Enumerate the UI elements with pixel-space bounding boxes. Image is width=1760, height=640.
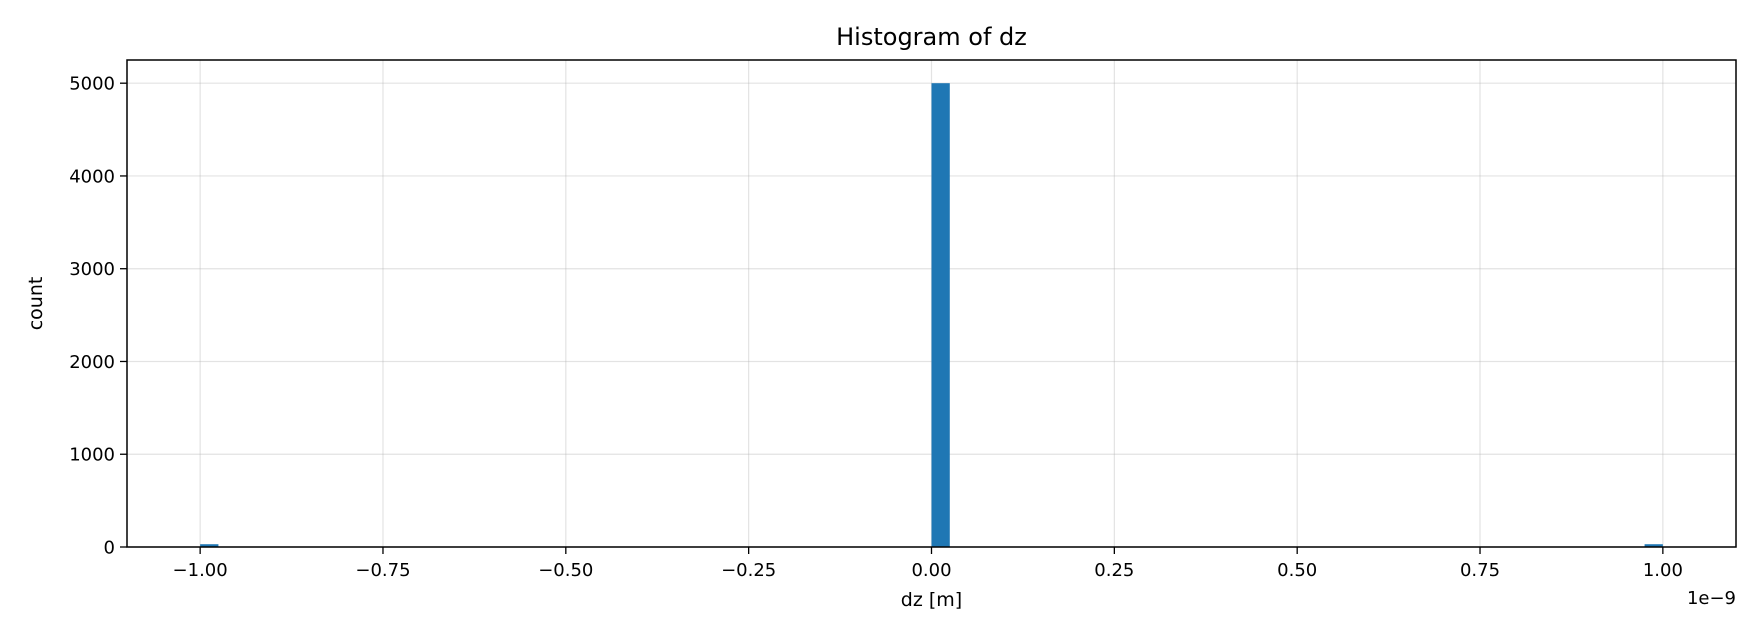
x-axis-label: dz [m] (901, 589, 962, 611)
x-tick-label: 0.25 (1094, 560, 1134, 581)
chart-title: Histogram of dz (836, 23, 1027, 51)
x-tick-label: 0.00 (911, 560, 951, 581)
x-tick-label: −0.50 (538, 560, 593, 581)
y-tick-label: 0 (104, 538, 115, 559)
x-axis-ticks: −1.00 −0.75 −0.50 −0.25 0.00 0.25 0.50 0.75 1.00 (173, 547, 1683, 581)
y-tick-label: 5000 (69, 74, 115, 95)
histogram-bar (931, 83, 950, 547)
x-tick-label: 0.75 (1460, 560, 1500, 581)
x-tick-label: −0.75 (355, 560, 410, 581)
y-tick-label: 1000 (69, 445, 115, 466)
histogram-bar (200, 544, 219, 547)
y-axis-label: count (25, 277, 47, 331)
y-axis-ticks: 0 1000 2000 3000 4000 5000 (69, 74, 127, 559)
y-tick-label: 2000 (69, 352, 115, 373)
x-tick-label: −0.25 (721, 560, 776, 581)
y-tick-label: 3000 (69, 259, 115, 280)
histogram-bars (200, 83, 1663, 547)
x-tick-label: 0.50 (1277, 560, 1317, 581)
x-tick-label: −1.00 (173, 560, 228, 581)
y-tick-label: 4000 (69, 166, 115, 187)
x-axis-offset-label: 1e−9 (1687, 588, 1736, 609)
histogram-bar (1644, 544, 1663, 547)
x-tick-label: 1.00 (1643, 560, 1683, 581)
